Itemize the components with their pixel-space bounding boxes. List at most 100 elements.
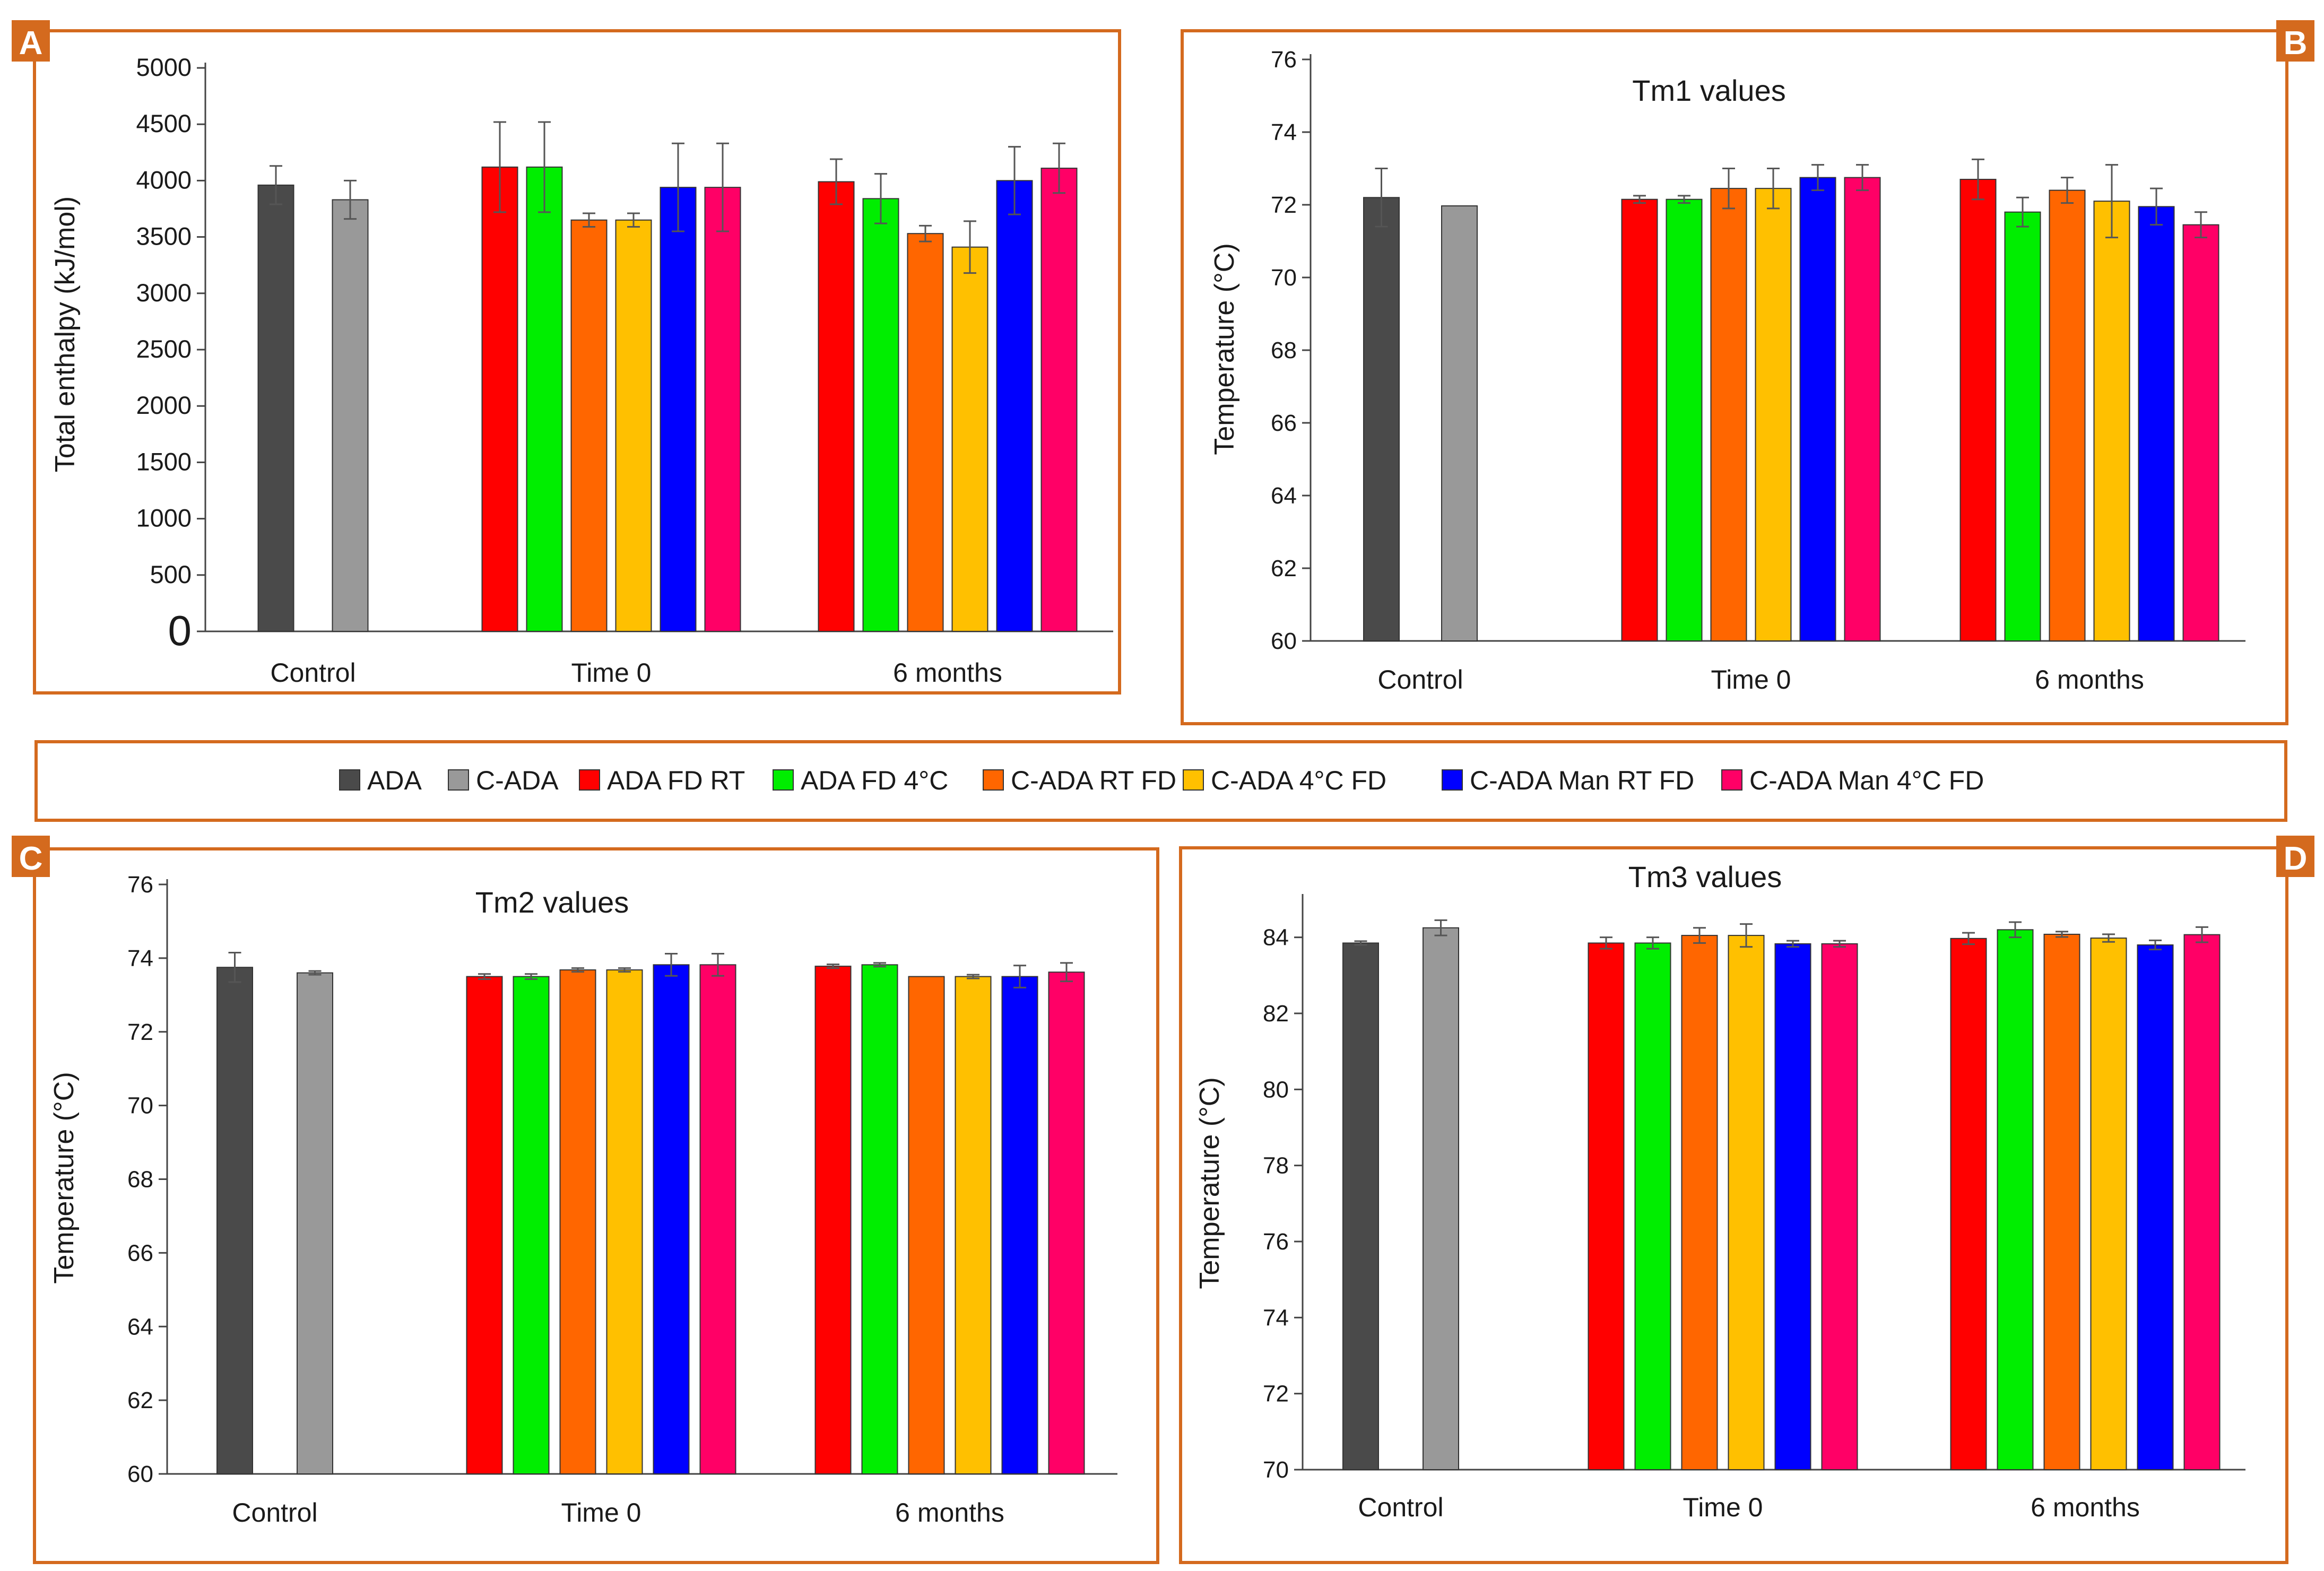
y-tick-label: 74: [127, 945, 153, 971]
chart-title: Tm2 values: [475, 886, 629, 919]
y-tick-label: 2500: [136, 335, 192, 363]
y-tick-label: 3500: [136, 222, 192, 250]
y-tick-label: 74: [1271, 119, 1297, 145]
bar-c-ada-4-c-fd: [606, 969, 643, 1474]
y-tick-label: 4500: [136, 109, 192, 137]
bar-c-ada-rt-fd: [559, 969, 596, 1474]
bar-c-ada-man-4-c-fd: [704, 187, 741, 632]
bar-c-ada-man-rt-fd: [1774, 943, 1811, 1470]
bar-c-ada-man-4-c-fd: [1821, 943, 1858, 1470]
y-axis-label: Total enthalpy (kJ/mol): [50, 196, 81, 472]
panel-frame: [33, 847, 1159, 1564]
panel-frame: [33, 29, 1121, 695]
chart-title: Tm1 values: [1632, 74, 1785, 107]
y-tick-label: 70: [127, 1093, 153, 1119]
y-tick-label: 60: [127, 1461, 153, 1487]
legend-item: ADA FD 4°C: [773, 766, 948, 795]
y-tick-label: 82: [1263, 1001, 1289, 1027]
y-tick-label: 76: [127, 872, 153, 898]
y-tick-label: 500: [150, 560, 192, 588]
bar-c-ada-rt-fd: [908, 976, 945, 1474]
panel-badge: [2276, 20, 2314, 62]
panel-badge: [2276, 836, 2314, 877]
bar-ada-fd-rt: [466, 976, 503, 1474]
x-category-label: Time 0: [1683, 1492, 1763, 1522]
bar-ada: [1342, 942, 1379, 1470]
legend-item: C-ADA Man RT FD: [1442, 766, 1694, 795]
y-tick-label: 68: [127, 1167, 153, 1193]
y-tick-label: 3000: [136, 279, 192, 307]
bar-ada: [1363, 197, 1400, 641]
legend-item: C-ADA: [448, 766, 559, 795]
legend-swatch: [448, 769, 469, 791]
panel-badge: [12, 836, 50, 877]
legend-item: ADA FD RT: [579, 766, 745, 795]
y-tick-label: 4000: [136, 166, 192, 194]
bar-ada-fd-4-c: [861, 964, 898, 1474]
legend-label: C-ADA: [476, 766, 559, 795]
y-tick-label: 70: [1263, 1457, 1289, 1483]
x-category-label: Control: [232, 1498, 317, 1527]
bar-ada: [257, 184, 294, 632]
bar-ada-fd-4-c: [526, 166, 563, 632]
bar-ada: [216, 967, 253, 1474]
bar-c-ada-man-rt-fd: [1799, 177, 1836, 641]
legend-label: ADA FD 4°C: [801, 766, 948, 795]
panel-letter: B: [2284, 25, 2308, 62]
y-tick-label: 1000: [136, 504, 192, 532]
legend-swatch: [773, 769, 794, 791]
bar-c-ada-4-c-fd: [951, 246, 988, 632]
bar-ada-fd-4-c: [513, 976, 550, 1474]
chart-title: Tm3 values: [1628, 860, 1782, 893]
legend-item: C-ADA RT FD: [983, 766, 1176, 795]
panel-letter: D: [2284, 840, 2308, 877]
y-tick-label: 72: [1263, 1381, 1289, 1407]
bar-c-ada-man-4-c-fd: [2182, 224, 2219, 641]
bar-ada-fd-rt: [1959, 179, 1997, 641]
bar-c-ada-man-rt-fd: [2137, 944, 2174, 1470]
legend-swatch: [579, 769, 600, 791]
legend-swatch: [983, 769, 1004, 791]
panel-badge: [12, 20, 50, 62]
legend-swatch: [339, 769, 360, 791]
y-tick-label: 76: [1271, 47, 1297, 73]
x-category-label: Control: [270, 658, 355, 688]
legend: ADA C-ADA ADA FD RT ADA FD 4°C C-ADA RT FD C-…: [34, 740, 2287, 822]
x-category-label: 6 months: [895, 1498, 1004, 1527]
y-tick-label: 2000: [136, 391, 192, 419]
y-tick-label: 62: [127, 1387, 153, 1413]
y-tick-label: 66: [1271, 410, 1297, 436]
panel-letter: A: [19, 25, 43, 62]
y-tick-label: 64: [127, 1314, 153, 1340]
bar-ada-fd-rt: [1621, 198, 1658, 642]
bar-c-ada-4-c-fd: [1755, 188, 1792, 641]
y-axis-label: Temperature (°C): [1209, 243, 1240, 455]
bar-ada-fd-rt: [814, 966, 852, 1474]
legend-label: C-ADA RT FD: [1011, 766, 1176, 795]
bar-c-ada-rt-fd: [570, 219, 608, 632]
panel-frame: [1179, 846, 2288, 1564]
y-tick-label: 64: [1271, 483, 1297, 509]
y-tick-label: 62: [1271, 556, 1297, 581]
panel-letter: C: [19, 840, 43, 877]
bar-c-ada-man-rt-fd: [660, 187, 697, 632]
y-tick-label: 72: [127, 1019, 153, 1045]
y-tick-label: 68: [1271, 337, 1297, 363]
y-tick-label: 74: [1263, 1305, 1289, 1331]
bar-ada-fd-rt: [481, 166, 518, 632]
y-tick-label: 66: [127, 1240, 153, 1266]
y-tick-label: 84: [1263, 925, 1289, 951]
legend-label: ADA: [367, 766, 422, 795]
legend-item: ADA: [339, 766, 422, 795]
bar-c-ada: [297, 972, 333, 1474]
y-axis-label: Temperature (°C): [1194, 1077, 1225, 1289]
bar-c-ada-man-4-c-fd: [2183, 934, 2221, 1470]
bar-ada-fd-rt: [1588, 942, 1625, 1470]
bar-c-ada-man-rt-fd: [1001, 976, 1038, 1474]
legend-item: C-ADA Man 4°C FD: [1721, 766, 1984, 795]
bar-c-ada-rt-fd: [1681, 935, 1718, 1471]
bar-c-ada: [332, 199, 369, 632]
y-tick-label: 70: [1271, 265, 1297, 291]
bar-c-ada: [1441, 205, 1478, 641]
